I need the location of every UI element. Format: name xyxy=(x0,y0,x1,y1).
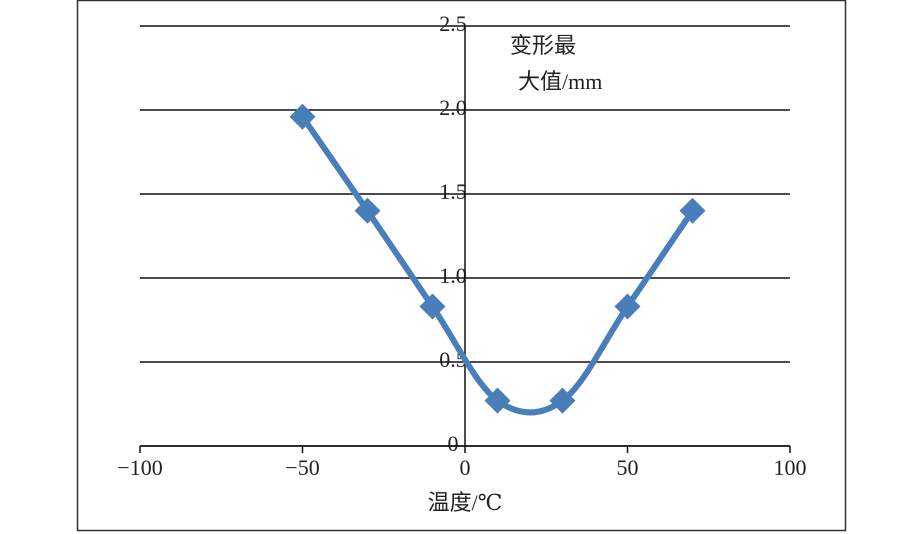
data-point xyxy=(679,197,706,224)
y-tick-label: 2.0 xyxy=(439,95,467,120)
y-tick-label: 1.5 xyxy=(439,179,467,204)
y-tick-label: 0 xyxy=(448,431,459,456)
y-tick-label: 2.5 xyxy=(439,11,467,36)
data-point xyxy=(549,387,576,414)
series-line xyxy=(300,115,695,416)
x-axis-label: 温度/℃ xyxy=(428,490,503,515)
y-tick-label: 1.0 xyxy=(439,263,467,288)
y-axis-label: 大值/mm xyxy=(518,69,602,94)
data-point xyxy=(289,103,316,130)
y-axis-label: 变形最 xyxy=(510,33,576,58)
x-tick-label: −50 xyxy=(285,455,319,480)
x-tick-label: 0 xyxy=(460,455,471,480)
data-point xyxy=(354,197,381,224)
data-point xyxy=(484,387,511,414)
x-tick-label: −100 xyxy=(117,455,162,480)
data-point xyxy=(419,293,446,320)
data-point xyxy=(614,293,641,320)
x-tick-label: 100 xyxy=(774,455,807,480)
x-tick-label: 50 xyxy=(617,455,639,480)
frame xyxy=(76,0,847,532)
